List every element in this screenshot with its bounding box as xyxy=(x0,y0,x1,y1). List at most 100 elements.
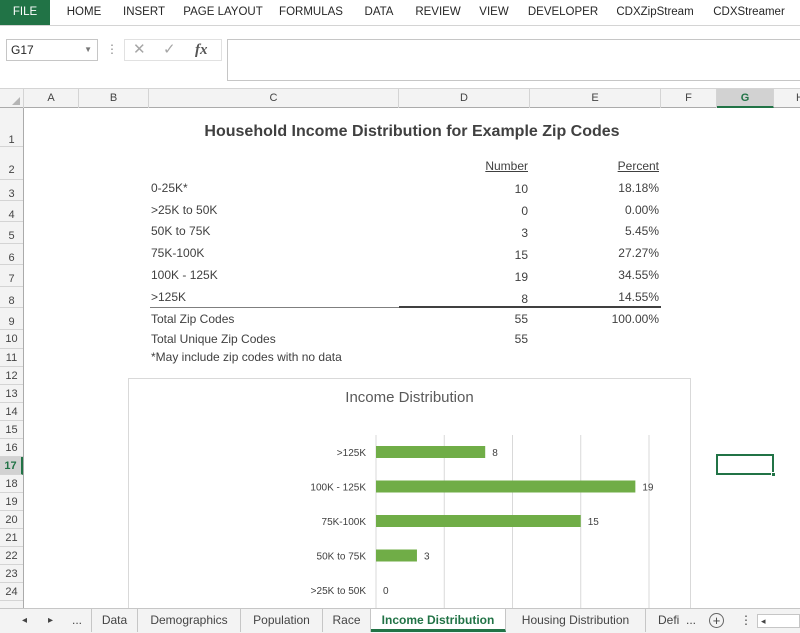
row-header[interactable]: 23 xyxy=(0,565,23,583)
row-number[interactable]: 0 xyxy=(521,204,528,218)
tab-data[interactable]: DATA xyxy=(364,6,394,18)
row-header[interactable]: 22 xyxy=(0,547,23,565)
row-percent[interactable]: 27.27% xyxy=(618,246,659,260)
row-header[interactable]: 18 xyxy=(0,475,23,493)
tab-cdxzipstream[interactable]: CDXZipStream xyxy=(616,6,694,18)
footnote[interactable]: *May include zip codes with no data xyxy=(151,350,342,364)
row-number[interactable]: 8 xyxy=(521,292,528,306)
row-label[interactable]: 100K - 125K xyxy=(151,268,218,282)
row-header[interactable]: 19 xyxy=(0,493,23,511)
row-label[interactable]: 0-25K* xyxy=(151,181,188,195)
formula-input[interactable] xyxy=(227,39,800,81)
more-dots-icon[interactable]: ⋮ xyxy=(106,42,118,56)
row-header[interactable]: 21 xyxy=(0,529,23,547)
row-header-selected[interactable]: 17 xyxy=(0,457,23,475)
total-number[interactable]: 55 xyxy=(514,332,528,346)
row-label[interactable]: >125K xyxy=(151,290,187,304)
sheet-tabs-bar: ◂ ▸ ... Data Demographics Population Rac… xyxy=(0,608,800,633)
row-percent[interactable]: 14.55% xyxy=(618,290,659,304)
tab-view[interactable]: VIEW xyxy=(479,6,509,18)
row-number[interactable]: 15 xyxy=(514,248,528,262)
row-percent[interactable]: 5.45% xyxy=(624,224,659,238)
row-header[interactable]: 7 xyxy=(0,265,23,287)
row-header[interactable]: 2 xyxy=(0,147,23,180)
fill-handle[interactable] xyxy=(771,472,776,477)
sheet-title[interactable]: Household Income Distribution for Exampl… xyxy=(204,123,620,140)
more-sheets-left[interactable]: ... xyxy=(72,613,83,627)
sheet-tab-data[interactable]: Data xyxy=(91,609,138,632)
total-number[interactable]: 55 xyxy=(514,312,528,326)
column-header-h[interactable]: H xyxy=(774,89,800,108)
tab-file[interactable]: FILE xyxy=(0,0,50,25)
column-header-f[interactable]: F xyxy=(661,89,717,108)
horizontal-scrollbar[interactable]: ◂ xyxy=(757,614,800,628)
row-header[interactable]: 1 xyxy=(0,108,23,147)
row-header[interactable]: 12 xyxy=(0,367,23,385)
row-label[interactable]: 75K-100K xyxy=(151,246,205,260)
chevron-down-icon[interactable]: ▼ xyxy=(84,45,92,54)
row-header[interactable]: 5 xyxy=(0,222,23,244)
next-sheet-icon[interactable]: ▸ xyxy=(48,615,54,626)
tab-insert[interactable]: INSERT xyxy=(123,6,165,18)
chart-data-label: 0 xyxy=(383,586,389,597)
tab-page-layout[interactable]: PAGE LAYOUT xyxy=(183,6,263,18)
row-label[interactable]: 50K to 75K xyxy=(151,224,211,238)
row-header[interactable]: 3 xyxy=(0,180,23,201)
sheet-tab-housing-distribution[interactable]: Housing Distribution xyxy=(506,609,646,632)
row-header[interactable]: 13 xyxy=(0,385,23,403)
prev-sheet-icon[interactable]: ◂ xyxy=(22,615,28,626)
row-header[interactable]: 20 xyxy=(0,511,23,529)
chart-plot: >125K 8 100K - 125K 19 75K-100K 15 50K to 75K 3… xyxy=(310,435,654,608)
add-sheet-icon[interactable]: + xyxy=(709,613,724,628)
header-percent[interactable]: Percent xyxy=(617,159,659,173)
sheet-tab-population[interactable]: Population xyxy=(241,609,323,632)
options-dots-icon[interactable]: ⋮ xyxy=(740,613,752,627)
column-header-b[interactable]: B xyxy=(79,89,149,108)
row-header[interactable]: 16 xyxy=(0,439,23,457)
sheet-tab-race[interactable]: Race xyxy=(323,609,371,632)
tab-cdxstreamer[interactable]: CDXStreamer xyxy=(713,6,785,18)
row-header[interactable]: 15 xyxy=(0,421,23,439)
tab-home[interactable]: HOME xyxy=(66,6,102,18)
row-header[interactable]: 14 xyxy=(0,403,23,421)
column-header-c[interactable]: C xyxy=(149,89,399,108)
row-header[interactable]: 8 xyxy=(0,287,23,308)
column-header-a[interactable]: A xyxy=(24,89,79,108)
name-box[interactable]: G17 ▼ xyxy=(6,39,98,61)
row-header[interactable]: 4 xyxy=(0,201,23,222)
row-header[interactable]: 6 xyxy=(0,244,23,265)
tab-review[interactable]: REVIEW xyxy=(415,6,461,18)
enter-check-icon[interactable]: ✓ xyxy=(163,41,176,58)
insert-function-icon[interactable]: fx xyxy=(195,42,208,58)
sheet-tab-defi[interactable]: Defi xyxy=(658,613,680,627)
row-number[interactable]: 3 xyxy=(521,226,528,240)
select-all-corner[interactable] xyxy=(0,89,24,108)
total-percent[interactable]: 100.00% xyxy=(611,312,659,326)
cancel-icon[interactable]: ✕ xyxy=(133,41,146,58)
worksheet-grid[interactable]: Household Income Distribution for Exampl… xyxy=(24,108,800,608)
column-header-e[interactable]: E xyxy=(530,89,661,108)
income-distribution-chart[interactable]: Income Distribution >125K 8 100K - 125K 19 7… xyxy=(128,378,691,608)
sheet-tab-income-distribution[interactable]: Income Distribution xyxy=(371,609,506,632)
row-header[interactable]: 10 xyxy=(0,330,23,349)
row-header[interactable]: 24 xyxy=(0,583,23,601)
header-number[interactable]: Number xyxy=(485,159,528,173)
tab-developer[interactable]: DEVELOPER xyxy=(527,6,599,18)
more-sheets-right[interactable]: ... xyxy=(686,613,697,627)
total-label[interactable]: Total Zip Codes xyxy=(151,312,235,326)
tab-formulas[interactable]: FORMULAS xyxy=(279,6,343,18)
row-number[interactable]: 19 xyxy=(514,270,528,284)
total-label[interactable]: Total Unique Zip Codes xyxy=(151,332,276,346)
sheet-tab-demographics[interactable]: Demographics xyxy=(138,609,241,632)
column-header-g[interactable]: G xyxy=(717,89,774,108)
row-percent[interactable]: 0.00% xyxy=(624,203,659,217)
row-percent[interactable]: 34.55% xyxy=(618,268,659,282)
row-header[interactable]: 11 xyxy=(0,349,23,367)
row-header[interactable]: 9 xyxy=(0,308,23,330)
row-number[interactable]: 10 xyxy=(514,182,528,196)
row-percent[interactable]: 18.18% xyxy=(618,181,659,195)
chart-bar xyxy=(376,480,636,493)
row-label[interactable]: >25K to 50K xyxy=(151,203,218,217)
selected-cell-g17[interactable] xyxy=(716,454,776,477)
column-header-d[interactable]: D xyxy=(399,89,530,108)
